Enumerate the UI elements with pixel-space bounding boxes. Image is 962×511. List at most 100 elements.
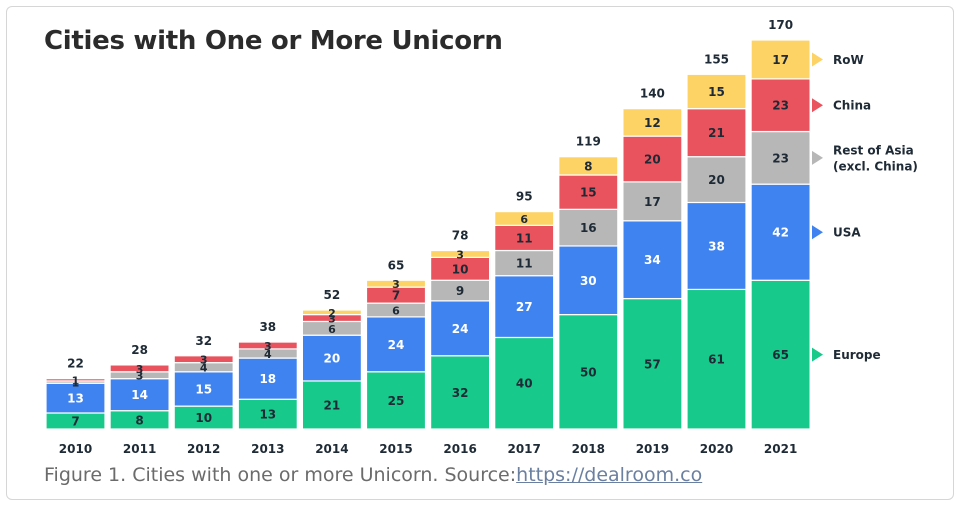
x-tick-2021: 2021 [764, 442, 797, 456]
data-label-row-2017: 6 [520, 213, 528, 226]
data-label-usa-2014: 20 [324, 352, 341, 366]
data-label-europe-2015: 25 [388, 394, 405, 408]
legend-marker-row [812, 52, 823, 67]
total-label-2019: 140 [640, 87, 665, 101]
data-label-europe-2011: 8 [135, 413, 143, 427]
caption-text: Figure 1. Cities with one or more Unicor… [44, 464, 517, 486]
data-label-row-2020: 15 [708, 85, 725, 99]
total-label-2014: 52 [324, 288, 341, 302]
data-label-china-2010: 1 [72, 374, 80, 387]
data-label-usa-2020: 38 [708, 239, 725, 253]
bar-row-2017 [494, 211, 555, 226]
x-tick-2012: 2012 [187, 442, 220, 456]
data-label-china-2020: 21 [708, 126, 725, 140]
data-label-china-2011: 3 [136, 363, 144, 376]
bar-china-2019 [622, 135, 683, 183]
data-label-europe-2014: 21 [324, 398, 341, 412]
bar-europe-2018 [558, 313, 619, 430]
bar-rest-of-asia-excl-china-2018 [558, 208, 619, 247]
bar-china-2017 [494, 224, 555, 252]
data-label-usa-2012: 15 [195, 382, 212, 396]
total-label-2017: 95 [516, 190, 533, 204]
source-link[interactable]: https://dealroom.co [516, 464, 703, 486]
bar-china-2011 [109, 364, 170, 373]
legend-label-rest-of-asia-excl-china-line-2: (excl. China) [833, 159, 918, 173]
bar-row-2015 [365, 279, 427, 288]
bar-usa-2019 [622, 220, 683, 300]
data-label-europe-2013: 13 [259, 408, 276, 422]
bar-row-2016 [430, 249, 491, 258]
data-label-china-2015: 7 [392, 289, 400, 303]
x-tick-2016: 2016 [443, 442, 476, 456]
data-label-europe-2010: 7 [71, 414, 79, 428]
data-label-europe-2012: 10 [195, 411, 212, 425]
bar-europe-2021 [750, 279, 811, 430]
data-label-row-2018: 8 [584, 159, 592, 173]
legend-label-row: RoW [833, 53, 864, 67]
bar-usa-2014 [301, 334, 362, 382]
bar-china-2012 [173, 355, 234, 364]
data-label-row-2016: 3 [456, 248, 464, 261]
bar-row-2018 [558, 156, 619, 176]
bar-europe-2015 [365, 371, 427, 430]
data-label-usa-2013: 18 [259, 372, 276, 386]
total-label-2015: 65 [388, 258, 405, 272]
data-label-china-2016: 10 [452, 262, 469, 276]
bar-usa-2011 [109, 378, 170, 412]
data-label-europe-2019: 57 [644, 357, 661, 371]
data-label-usa-2017: 27 [516, 300, 533, 314]
figure-caption: Figure 1. Cities with one or more Unicor… [44, 464, 702, 486]
chart-title: Cities with One or More Unicorn [44, 26, 503, 56]
bar-europe-2019 [622, 297, 683, 430]
x-tick-2013: 2013 [251, 442, 284, 456]
legend-marker-europe [812, 347, 823, 362]
legend-marker-usa [812, 225, 823, 240]
data-label-rest-of-asia-excl-china-2015: 6 [392, 305, 400, 318]
bar-usa-2015 [365, 316, 427, 373]
bar-row-2020 [686, 73, 747, 110]
total-label-2011: 28 [131, 343, 148, 357]
x-tick-2020: 2020 [700, 442, 733, 456]
legend-label-usa: USA [833, 226, 861, 240]
bar-europe-2013 [237, 398, 298, 430]
total-label-2010: 22 [67, 357, 84, 371]
bar-row-2014 [301, 309, 362, 316]
data-label-rest-of-asia-excl-china-2014: 6 [328, 323, 336, 336]
legend-marker-rest-of-asia-excl-china [812, 150, 823, 165]
total-label-2018: 119 [576, 135, 601, 149]
data-label-usa-2016: 24 [452, 322, 469, 336]
data-label-usa-2010: 13 [67, 392, 84, 406]
data-label-rest-of-asia-excl-china-2019: 17 [644, 195, 661, 209]
bar-row-2021 [750, 39, 811, 80]
data-label-europe-2021: 65 [772, 348, 789, 362]
data-label-china-2013: 3 [264, 340, 272, 353]
bar-rest-of-asia-excl-china-2021 [750, 130, 811, 185]
bar-china-2010 [45, 378, 106, 382]
x-tick-2010: 2010 [59, 442, 92, 456]
data-label-europe-2018: 50 [580, 365, 597, 379]
data-label-europe-2020: 61 [708, 353, 725, 367]
x-tick-2014: 2014 [315, 442, 348, 456]
data-label-china-2012: 3 [200, 354, 208, 367]
total-label-2020: 155 [704, 52, 729, 66]
data-label-china-2017: 11 [516, 231, 533, 245]
data-label-row-2019: 12 [644, 116, 661, 130]
data-label-row-2014: 2 [328, 307, 336, 320]
bar-usa-2010 [45, 382, 106, 414]
bar-europe-2020 [686, 288, 747, 430]
legend-label-china: China [833, 99, 871, 113]
data-label-usa-2015: 24 [388, 338, 405, 352]
data-label-usa-2019: 34 [644, 253, 661, 267]
data-label-rest-of-asia-excl-china-2016: 9 [456, 284, 464, 298]
data-label-rest-of-asia-excl-china-2013: 4 [264, 348, 272, 361]
data-label-usa-2021: 42 [772, 226, 789, 240]
x-tick-2018: 2018 [572, 442, 605, 456]
data-label-row-2021: 17 [772, 53, 789, 67]
bar-china-2013 [237, 341, 298, 350]
bar-row-2019 [622, 108, 683, 137]
bar-europe-2017 [494, 336, 555, 430]
bar-china-2021 [750, 78, 811, 133]
bar-china-2020 [686, 108, 747, 158]
data-label-china-2021: 23 [772, 99, 789, 113]
